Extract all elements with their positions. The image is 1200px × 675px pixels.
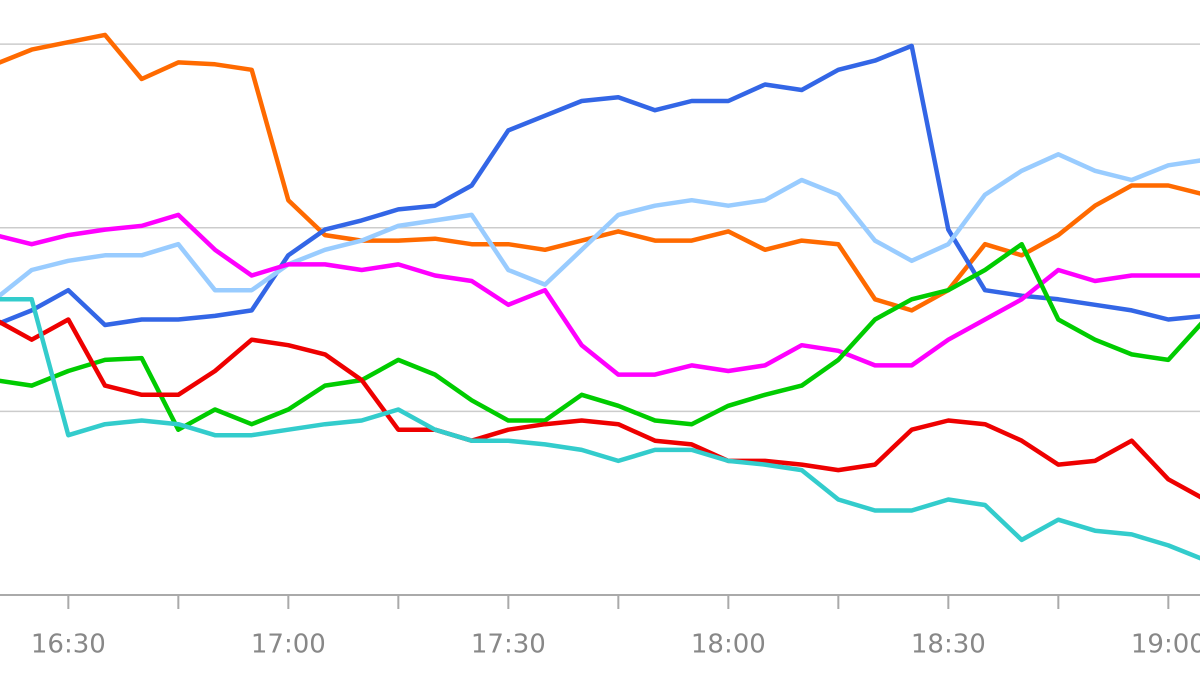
series-line [0,212,1200,377]
x-tick-label: 17:00 [251,630,326,660]
x-tick-label: 19:00 [1131,630,1200,660]
x-tick-label: 17:30 [471,630,546,660]
series-line [0,43,1200,328]
x-tick-label: 18:30 [911,630,986,660]
x-tick-label: 16:30 [31,630,106,660]
series-line [0,297,1200,561]
series-line [0,317,1200,500]
series-line [0,152,1200,299]
x-tick-label: 18:00 [691,630,766,660]
series-line [0,32,1200,313]
series-line [0,241,1200,432]
